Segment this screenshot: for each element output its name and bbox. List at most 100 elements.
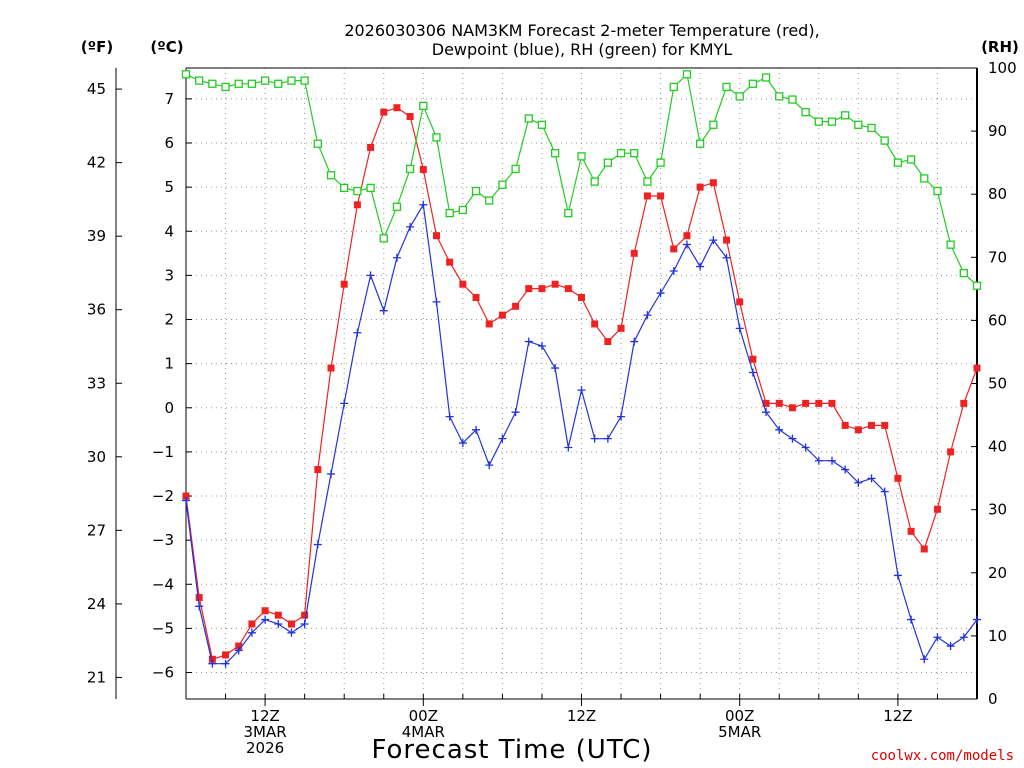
temperature-point (406, 113, 414, 121)
dewpoint-point (472, 425, 481, 434)
dewpoint-point (221, 659, 230, 668)
temperature-point (432, 232, 440, 240)
dewpoint-point (182, 496, 190, 505)
x-tick-label: 12Z (883, 707, 912, 725)
dewpoint-point (682, 240, 691, 249)
temperature-point (749, 355, 757, 363)
x-tick-label: 12Z (250, 707, 279, 725)
celsius-tick-label: −4 (152, 575, 174, 593)
dewpoint-point (432, 297, 441, 306)
rh-point (946, 240, 955, 249)
dewpoint-point (880, 487, 889, 496)
dewpoint-point (709, 236, 718, 245)
temperature-point (762, 399, 770, 407)
temperature-point (683, 232, 691, 240)
rh-point (260, 76, 270, 85)
dewpoint-point (195, 602, 204, 611)
dewpoint-point (630, 337, 639, 346)
celsius-tick-label: 4 (164, 222, 174, 240)
x-tick-label: 12Z (567, 707, 596, 725)
rh-point (471, 186, 481, 196)
dewpoint-point (234, 646, 243, 655)
dewpoint-point (287, 628, 296, 637)
temperature-point (868, 421, 876, 429)
rh-tick-label: 30 (988, 501, 1007, 519)
temperature-point (538, 285, 546, 293)
rh-point (709, 120, 718, 129)
rh-tick-label: 20 (988, 564, 1007, 582)
temperature-point (274, 611, 282, 619)
temperature-point (419, 165, 427, 173)
rh-tick-label: 40 (988, 438, 1007, 456)
temperature-point (723, 236, 731, 244)
temperature-point (472, 293, 480, 301)
dewpoint-point (577, 386, 586, 395)
rh-point (274, 79, 283, 88)
temperature-point (788, 404, 796, 412)
celsius-tick-label: 6 (164, 134, 174, 152)
rh-point (656, 158, 665, 167)
dewpoint-point (656, 289, 665, 298)
temperature-point (920, 545, 928, 553)
rh-point (181, 70, 191, 79)
celsius-tick-label: −5 (152, 619, 174, 637)
dewpoint-point (511, 408, 520, 417)
dewpoint-point (775, 425, 784, 434)
rh-tick-label: 50 (988, 375, 1007, 393)
temperature-point (578, 293, 585, 301)
temperature-point (235, 642, 243, 650)
dewpoint-point (603, 434, 612, 443)
temperature-point (459, 280, 467, 288)
temperature-point (973, 364, 981, 372)
dewpoint-point (735, 324, 744, 333)
rh-point (854, 120, 863, 129)
temperature-point (630, 249, 638, 257)
dewpoint-point (973, 615, 981, 624)
rh-point (761, 73, 771, 82)
celsius-tick-label: 5 (164, 178, 174, 196)
celsius-tick-label: −6 (152, 664, 174, 682)
rh-point (485, 196, 494, 205)
rh-point (867, 123, 876, 133)
dewpoint-point (274, 619, 283, 628)
rh-point (893, 158, 903, 167)
x-tick-label: 2026 (246, 739, 284, 757)
dewpoint-point (801, 443, 810, 452)
dewpoint-point (788, 434, 797, 443)
rh-point (775, 92, 784, 101)
series-layer (181, 70, 982, 668)
rh-point (972, 281, 982, 290)
temperature-point (353, 201, 361, 209)
celsius-tick-label: −2 (152, 487, 174, 505)
rh-tick-label: 70 (988, 248, 1007, 266)
temperature-point (617, 324, 625, 332)
gridlines (186, 68, 977, 699)
temperature-point (222, 651, 230, 659)
celsius-tick-label: 7 (164, 90, 174, 108)
dewpoint-point (959, 633, 968, 642)
dewpoint-point (300, 619, 309, 628)
credit-text: coolwx.com/models (871, 748, 1014, 764)
rh-tick-label: 100 (988, 59, 1017, 77)
temperature-point (248, 620, 256, 628)
dewpoint-point (313, 540, 322, 549)
temperature-point (775, 399, 783, 407)
rh-point (366, 183, 375, 193)
temperature-point (195, 594, 203, 602)
rh-point (458, 205, 468, 215)
dewpoint-point (893, 571, 902, 580)
rh-point (906, 155, 916, 164)
rh-point (735, 92, 744, 101)
dewpoint-point (406, 222, 415, 231)
temperature-point (933, 505, 941, 513)
celsius-tick-label: 2 (164, 311, 174, 329)
temperature-point (327, 364, 335, 372)
dewpoint-point (643, 311, 652, 320)
dewpoint-point (537, 341, 546, 350)
temperature-point (512, 302, 520, 310)
temperature-point (604, 338, 612, 346)
temperature-point (551, 280, 559, 288)
rh-point (419, 101, 428, 111)
temperature-point (314, 466, 322, 474)
